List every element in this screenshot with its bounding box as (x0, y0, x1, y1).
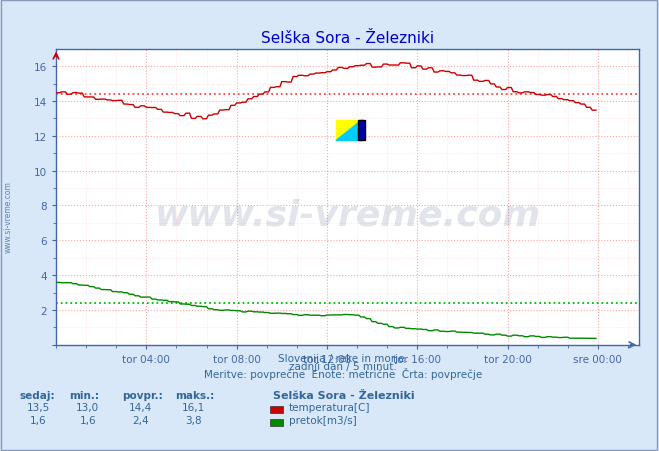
Text: 16,1: 16,1 (181, 402, 205, 412)
Text: Selška Sora - Železniki: Selška Sora - Železniki (273, 390, 415, 400)
Text: 13,0: 13,0 (76, 402, 100, 412)
Text: zadnji dan / 5 minut.: zadnji dan / 5 minut. (289, 361, 397, 371)
Text: 2,4: 2,4 (132, 415, 149, 425)
FancyBboxPatch shape (358, 120, 365, 141)
Text: 1,6: 1,6 (30, 415, 47, 425)
Text: maks.:: maks.: (175, 390, 214, 400)
Text: pretok[m3/s]: pretok[m3/s] (289, 414, 357, 424)
Text: 13,5: 13,5 (26, 402, 50, 412)
Text: Slovenija / reke in morje.: Slovenija / reke in morje. (277, 353, 408, 363)
Polygon shape (336, 120, 362, 141)
Text: www.si-vreme.com: www.si-vreme.com (155, 198, 540, 232)
Text: 1,6: 1,6 (79, 415, 96, 425)
Text: min.:: min.: (69, 390, 100, 400)
Text: sedaj:: sedaj: (20, 390, 55, 400)
Polygon shape (336, 120, 362, 141)
Text: 3,8: 3,8 (185, 415, 202, 425)
Text: Meritve: povprečne  Enote: metrične  Črta: povprečje: Meritve: povprečne Enote: metrične Črta:… (204, 367, 482, 379)
Text: www.si-vreme.com: www.si-vreme.com (4, 180, 13, 253)
Text: povpr.:: povpr.: (122, 390, 163, 400)
Text: temperatura[C]: temperatura[C] (289, 402, 370, 412)
Title: Selška Sora - Železniki: Selška Sora - Železniki (261, 31, 434, 46)
Text: 14,4: 14,4 (129, 402, 152, 412)
